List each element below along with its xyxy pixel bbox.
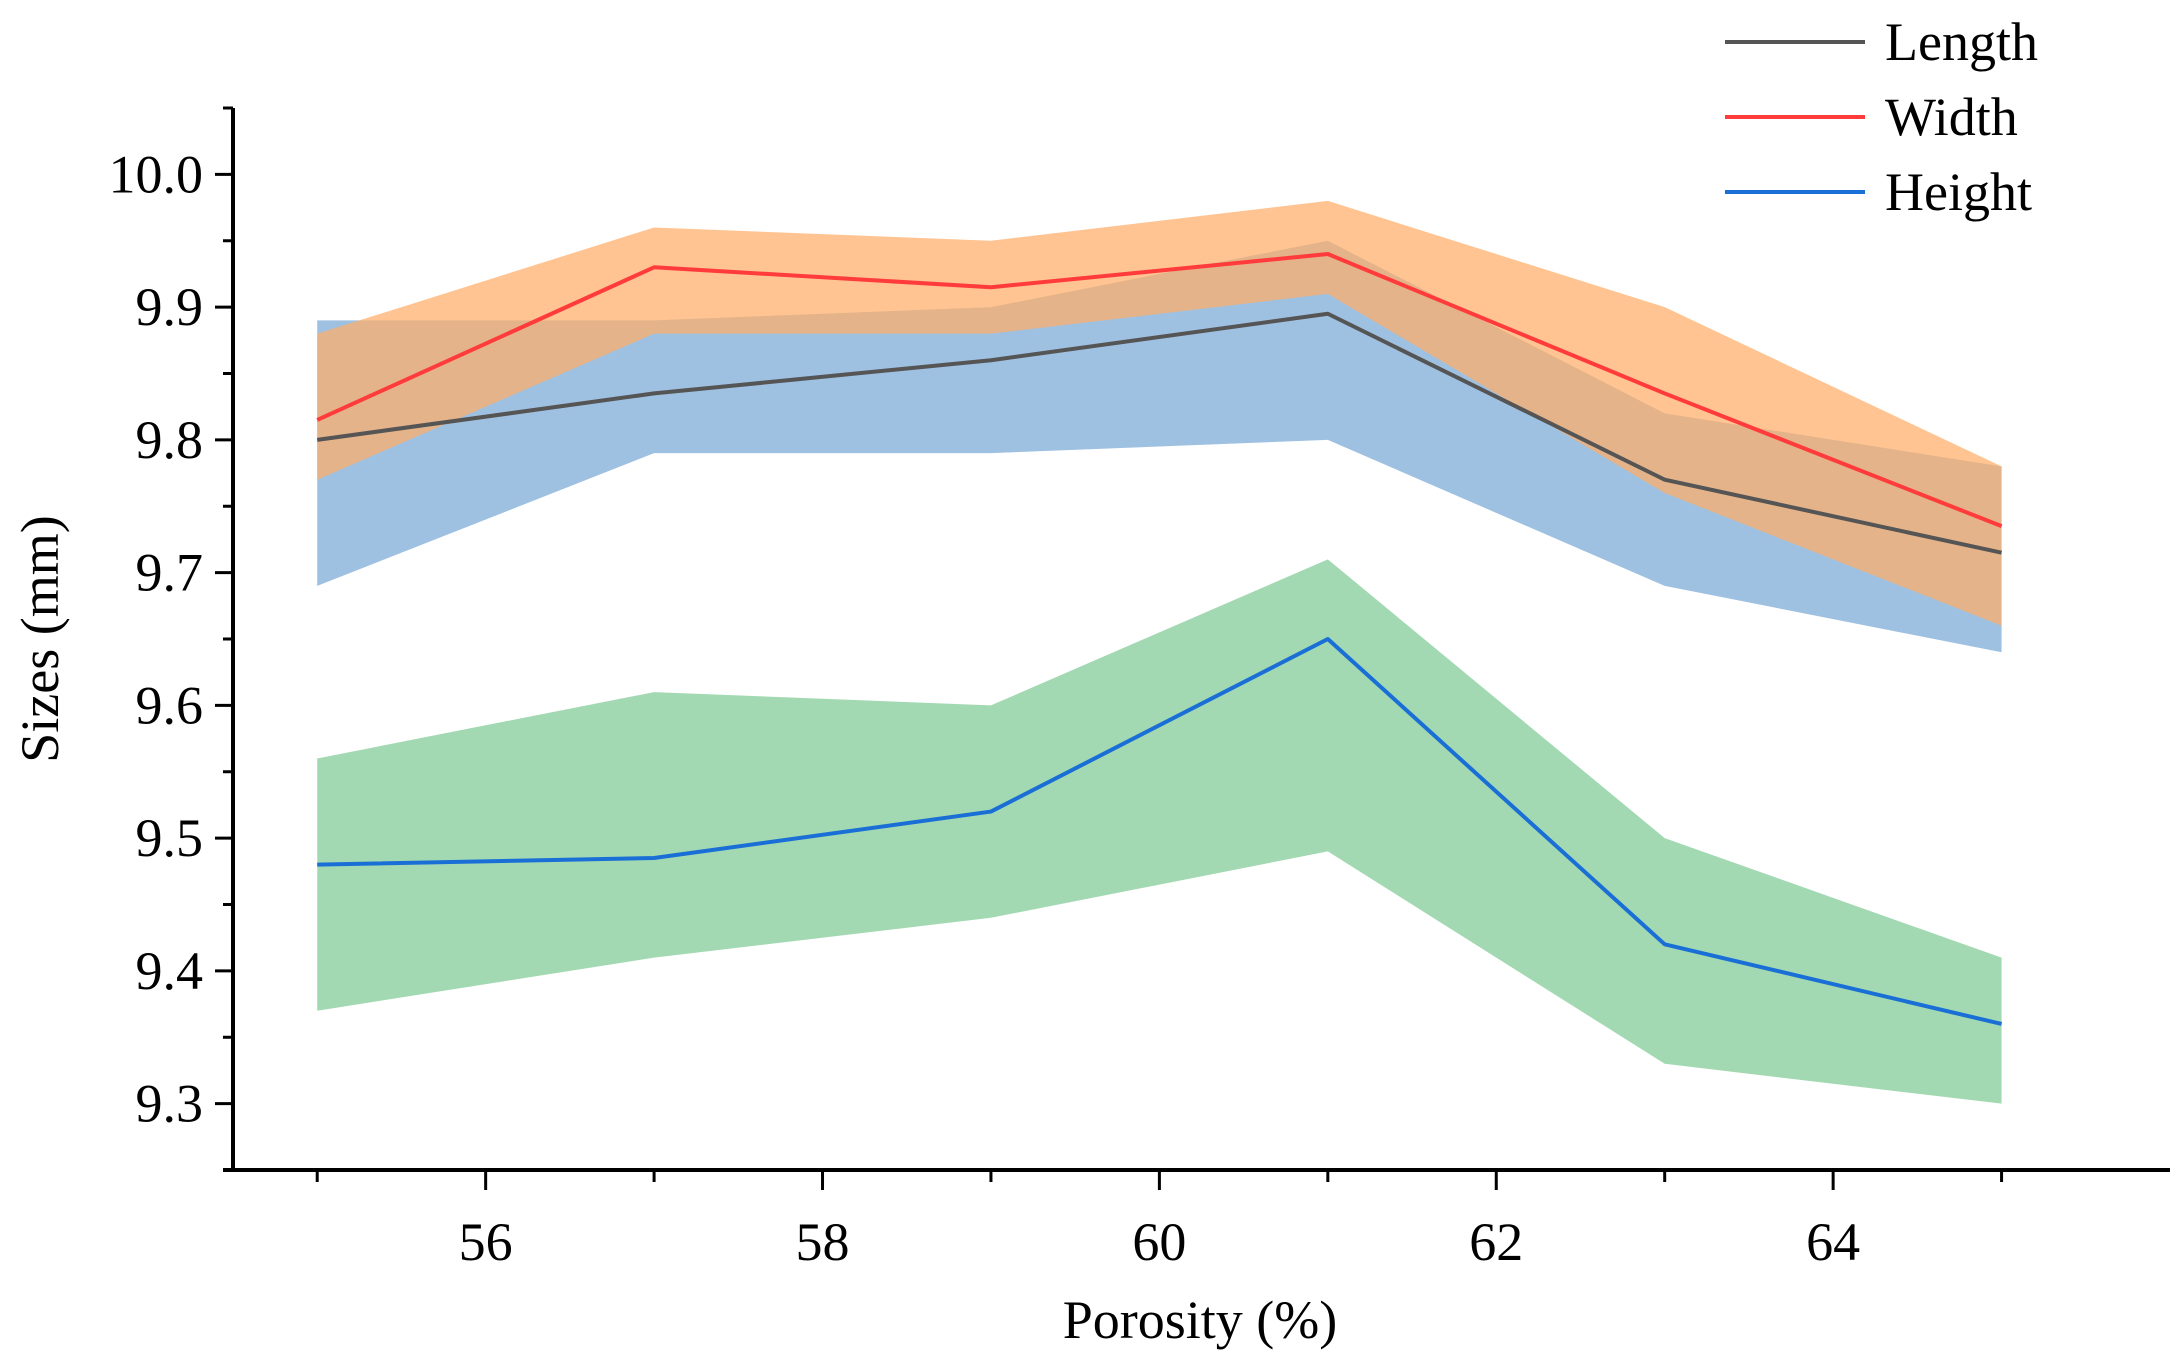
y-tick-label: 10.0 <box>109 144 204 204</box>
line-width <box>316 252 2003 529</box>
legend-label-width: Width <box>1885 87 2018 147</box>
legend-label-length: Length <box>1885 12 2038 72</box>
line-length <box>316 311 2002 555</box>
y-tick-label: 9.6 <box>136 675 204 735</box>
y-tick-label: 9.7 <box>136 543 204 603</box>
x-tick-label: 60 <box>1132 1212 1186 1272</box>
band-length <box>317 240 2002 653</box>
y-tick-label: 9.8 <box>136 410 204 470</box>
y-tick-label: 9.5 <box>136 808 204 868</box>
x-tick-label: 64 <box>1806 1212 1860 1272</box>
x-ticks: 56 58 60 62 64 <box>315 1170 2004 1272</box>
x-tick-label: 62 <box>1469 1212 1523 1272</box>
legend-label-height: Height <box>1885 162 2032 222</box>
y-tick-label: 9.4 <box>136 941 204 1001</box>
y-ticks: 9.3 9.4 9.5 9.6 9.7 9.8 9.9 10.0 <box>109 106 233 1172</box>
legend: Length Width Height <box>1725 12 2038 222</box>
band-height <box>317 559 2002 1104</box>
x-axis-title: Porosity (%) <box>1063 1290 1337 1350</box>
y-tick-label: 9.3 <box>136 1074 204 1134</box>
x-tick-label: 58 <box>796 1212 850 1272</box>
x-tick-label: 56 <box>459 1212 513 1272</box>
band-width <box>317 200 2002 626</box>
series-lines <box>316 252 2003 1026</box>
line-height <box>317 637 2003 1026</box>
confidence-bands <box>317 200 2002 1104</box>
y-tick-label: 9.9 <box>136 277 204 337</box>
y-axis-title: Sizes (mm) <box>10 515 70 762</box>
